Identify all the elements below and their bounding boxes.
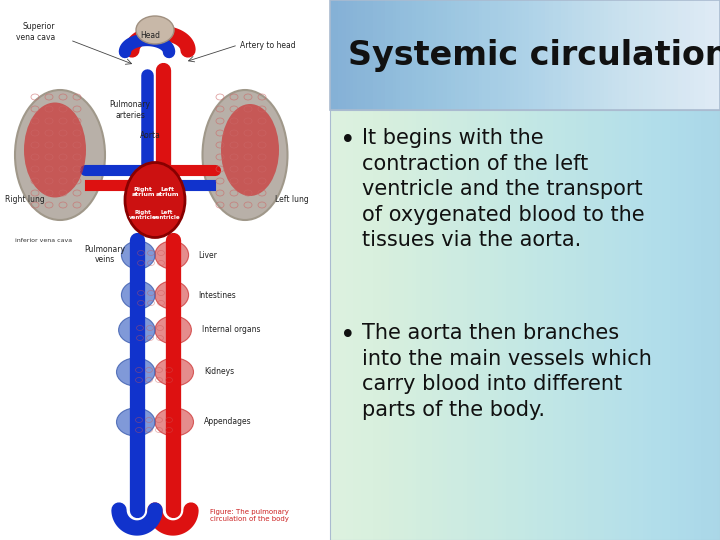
Text: Figure: The pulmonary
circulation of the body: Figure: The pulmonary circulation of the… [210,509,289,522]
Text: Intestines: Intestines [199,291,236,300]
Text: Systemic circulation: Systemic circulation [348,38,720,71]
Text: Pulmonary
veins: Pulmonary veins [84,245,125,265]
Text: Superior
vena cava: Superior vena cava [16,22,55,42]
Text: It begins with the
contraction of the left
ventricle and the transport
of oxygen: It begins with the contraction of the le… [361,128,644,251]
Text: •: • [340,128,356,154]
Ellipse shape [117,358,155,386]
Text: Left
atrium: Left atrium [156,187,179,198]
Ellipse shape [155,241,189,269]
Text: Kidneys: Kidneys [204,368,234,376]
Text: Right
ventricle: Right ventricle [129,210,157,220]
Text: The aorta then branches
into the main vessels which
carry blood into different
p: The aorta then branches into the main ve… [361,323,652,420]
Ellipse shape [136,16,174,44]
Text: •: • [340,323,356,349]
Text: Aorta: Aorta [140,131,161,139]
Text: Right
atrium: Right atrium [131,187,155,198]
Ellipse shape [117,408,155,436]
Ellipse shape [155,316,192,344]
Ellipse shape [221,104,279,196]
Text: Head: Head [140,31,160,40]
Text: Artery to head: Artery to head [240,40,296,50]
Text: Appendages: Appendages [204,417,251,427]
Ellipse shape [122,241,155,269]
Bar [330,0,720,110]
Text: Internal organs: Internal organs [202,326,260,334]
Ellipse shape [125,163,185,238]
Text: Right lung: Right lung [5,195,45,205]
Text: Pulmonary
arteries: Pulmonary arteries [109,100,150,120]
Ellipse shape [155,281,189,309]
Text: Left lung: Left lung [275,195,309,205]
Ellipse shape [119,316,155,344]
Bar [0,0,330,540]
Ellipse shape [122,281,155,309]
Bar [330,110,720,540]
Ellipse shape [15,90,105,220]
Ellipse shape [202,90,287,220]
Ellipse shape [155,408,194,436]
Ellipse shape [24,103,86,198]
Ellipse shape [155,358,194,386]
Text: Left
ventricle: Left ventricle [153,210,181,220]
Text: inferior vena cava: inferior vena cava [15,238,72,242]
Text: Liver: Liver [199,251,217,260]
